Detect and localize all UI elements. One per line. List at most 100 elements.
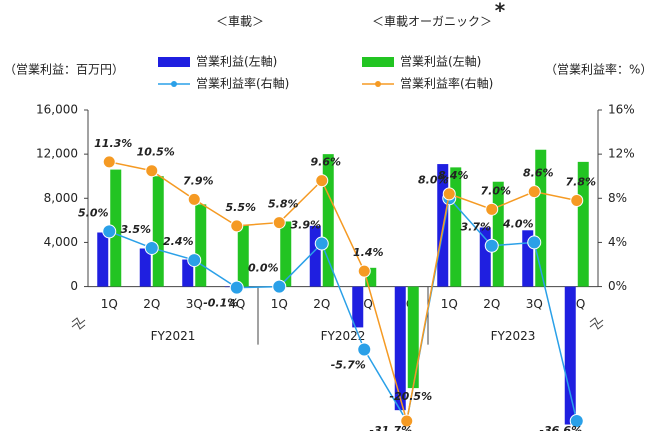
point: [357, 264, 371, 278]
x-tick-label: 1Q: [271, 297, 288, 311]
y2-tick-label: 4%: [608, 235, 627, 249]
point: [442, 187, 456, 201]
data-label: -20.5%: [389, 390, 432, 403]
x-tick-label: 1Q: [101, 297, 118, 311]
point: [400, 414, 414, 428]
data-label: -5.7%: [331, 358, 366, 371]
data-label: 3.5%: [120, 223, 151, 236]
point: [527, 235, 542, 250]
axis-break: [589, 317, 604, 330]
x-tick-label: 2Q: [313, 297, 330, 311]
y-tick-label: 12,000: [36, 147, 78, 161]
bar: [577, 161, 589, 287]
bar: [492, 181, 504, 287]
data-label: 7.0%: [480, 184, 511, 197]
data-label: 10.5%: [137, 146, 175, 159]
bar: [152, 176, 164, 287]
x-tick-label: 1Q: [441, 297, 458, 311]
y2-tick-label: 12%: [608, 147, 635, 161]
group-label: FY2023: [491, 329, 536, 343]
data-label: -36.6%: [539, 424, 582, 431]
data-labels: 5.0% 3.5% 2.4% -0.1% 0.0% 3.9% -5.7% -31.7% 8.0%…: [78, 137, 596, 431]
x-tick-label: 2Q: [483, 297, 500, 311]
y-tick-label: 0: [70, 279, 78, 293]
legend-group-title: ＜車載＞: [216, 15, 264, 29]
bar: [394, 286, 406, 411]
x-tick-label: 3Q: [526, 297, 543, 311]
legend-label: 営業利益(左軸): [400, 54, 481, 69]
point: [102, 224, 117, 239]
point: [484, 238, 499, 253]
data-label: -31.7%: [369, 424, 412, 431]
bar: [522, 230, 534, 287]
data-label: 8.0%: [418, 173, 449, 186]
legend-swatch: [171, 81, 177, 87]
bar: [479, 227, 491, 287]
y2-tick-label: 0%: [608, 279, 627, 293]
plot-area: [97, 149, 589, 428]
bar: [407, 286, 419, 389]
data-label: 8.6%: [523, 167, 554, 180]
data-label: 3.9%: [290, 219, 321, 232]
legend-label: 営業利益(左軸): [196, 54, 277, 69]
bar: [352, 286, 364, 328]
bar: [195, 204, 207, 287]
legend-label: 営業利益率(右軸): [196, 76, 289, 91]
data-label: 8.4%: [438, 169, 469, 182]
point: [357, 342, 372, 357]
data-label: 1.4%: [353, 246, 384, 259]
point: [272, 216, 286, 230]
point: [527, 185, 541, 199]
axis-break: [71, 317, 86, 330]
point: [272, 279, 287, 294]
data-label: 5.5%: [225, 201, 256, 214]
data-label: 4.0%: [502, 217, 534, 230]
point: [315, 174, 329, 188]
point: [145, 164, 159, 178]
bar: [280, 221, 292, 287]
y2-axis-label: （営業利益率：%）: [545, 62, 652, 77]
data-label: 7.9%: [183, 174, 214, 187]
point: [102, 155, 116, 169]
point: [570, 193, 584, 207]
point: [144, 240, 159, 255]
y-tick-label: 4,000: [44, 235, 78, 249]
line: [109, 161, 577, 422]
legend-swatch: [362, 57, 394, 67]
data-label: 9.6%: [310, 156, 341, 169]
x-tick-label: 4Q: [228, 297, 245, 311]
bar: [322, 154, 334, 287]
y-tick-label: 8,000: [44, 191, 78, 205]
legend-swatch: [375, 81, 381, 87]
y2-tick-label: 8%: [608, 191, 627, 205]
legend-swatch: [158, 57, 190, 67]
legend-note: *: [495, 0, 506, 23]
bar: [309, 225, 321, 287]
group-label: FY2022: [321, 329, 366, 343]
y-tick-label: 16,000: [36, 103, 78, 117]
legend-label: 営業利益率(右軸): [400, 76, 493, 91]
bar: [450, 167, 462, 287]
y-axis-label: （営業利益：百万円）: [4, 63, 124, 77]
point: [187, 192, 201, 206]
point: [187, 253, 202, 268]
bar: [365, 267, 377, 287]
bar: [139, 248, 151, 287]
data-label: 11.3%: [94, 137, 132, 150]
point: [230, 219, 244, 233]
point: [485, 202, 499, 216]
data-label: 7.8%: [565, 175, 596, 188]
bar: [110, 169, 122, 287]
data-label: 3.7%: [460, 221, 491, 234]
legend-group-title: ＜車載オーガニック＞: [372, 15, 492, 29]
bar: [97, 232, 109, 287]
data-label: 2.4%: [163, 235, 194, 248]
data-label: -0.1%: [203, 297, 238, 310]
group-label: FY2021: [151, 329, 196, 343]
bar: [182, 259, 194, 287]
point: [229, 280, 244, 295]
bar: [237, 224, 249, 287]
x-tick-label: 2Q: [143, 297, 160, 311]
point: [569, 414, 584, 428]
